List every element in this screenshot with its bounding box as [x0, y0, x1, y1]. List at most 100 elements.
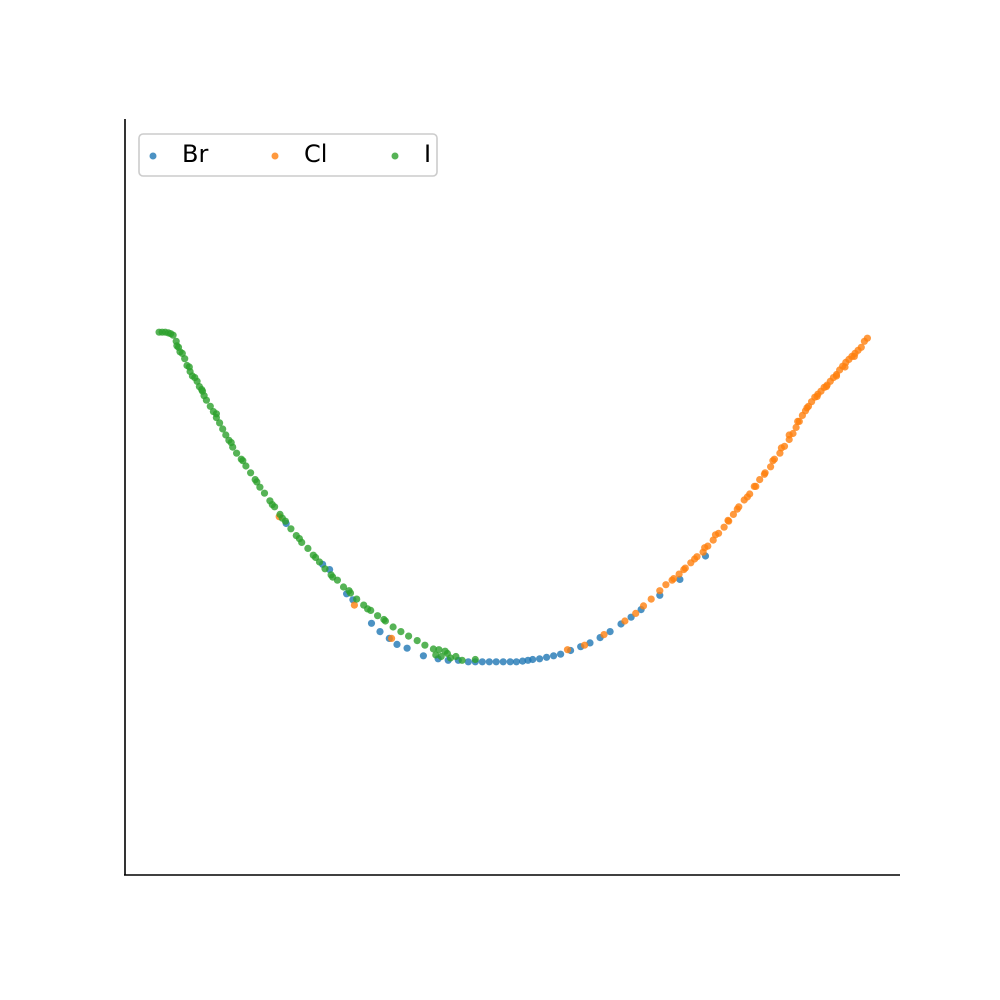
- point-i-42: [304, 544, 312, 553]
- point-i-73: [212, 410, 220, 418]
- point-i-68: [435, 646, 443, 654]
- legend-label-i: I: [424, 140, 431, 168]
- point-i-62: [437, 652, 445, 661]
- point-cl-3: [563, 646, 572, 654]
- point-br-28: [606, 628, 614, 636]
- point-i-34: [260, 489, 269, 497]
- point-i-64: [446, 654, 455, 662]
- point-i-19: [202, 396, 210, 404]
- point-cl-21: [720, 523, 728, 531]
- point-i-65: [452, 652, 460, 661]
- point-i-24: [219, 425, 227, 433]
- point-cl-73: [733, 505, 741, 513]
- point-i-55: [389, 623, 397, 631]
- point-i-84: [380, 615, 388, 624]
- point-br-4: [376, 628, 384, 636]
- point-i-45: [321, 565, 329, 573]
- point-i-83: [364, 605, 372, 613]
- point-cl-6: [621, 617, 629, 625]
- point-i-50: [353, 595, 361, 603]
- point-i-72: [198, 387, 207, 395]
- point-i-57: [405, 632, 413, 640]
- point-i-39: [287, 525, 295, 533]
- point-br-22: [550, 652, 558, 660]
- point-br-17: [519, 657, 527, 665]
- point-i-78: [278, 514, 286, 522]
- point-i-56: [397, 628, 405, 636]
- point-br-14: [492, 658, 500, 666]
- point-i-28: [233, 449, 241, 457]
- point-cl-30: [767, 463, 775, 471]
- point-cl-65: [803, 404, 811, 412]
- legend-label-cl: Cl: [304, 140, 327, 168]
- legend-frame: [138, 133, 438, 177]
- point-cl-5: [600, 631, 608, 639]
- point-br-20: [536, 655, 544, 663]
- point-i-82: [345, 587, 353, 595]
- point-i-30: [242, 462, 250, 470]
- point-cl-7: [632, 609, 640, 618]
- point-i-75: [239, 457, 247, 465]
- point-br-38: [403, 644, 411, 652]
- legend-marker-cl: [271, 152, 279, 160]
- legend: Br Cl I: [138, 133, 438, 177]
- point-i-77: [268, 501, 276, 509]
- point-cl-23: [729, 510, 738, 518]
- point-cl-13: [675, 570, 683, 578]
- point-i-31: [247, 469, 255, 477]
- point-br-10: [464, 658, 472, 666]
- point-cl-2: [388, 634, 396, 643]
- point-cl-64: [813, 392, 821, 401]
- point-i-58: [413, 637, 421, 645]
- point-br-39: [512, 658, 521, 666]
- point-br-12: [478, 658, 486, 666]
- point-cl-66: [794, 417, 802, 425]
- point-i-5: [169, 331, 177, 339]
- point-i-66: [458, 656, 466, 664]
- point-i-80: [312, 553, 320, 562]
- legend-marker-br: [149, 152, 157, 160]
- point-i-74: [227, 439, 235, 447]
- point-i-61: [432, 651, 440, 659]
- point-i-76: [253, 478, 261, 486]
- point-cl-10: [656, 587, 664, 595]
- point-br-19: [529, 655, 537, 664]
- point-br-33: [676, 575, 684, 584]
- point-cl-61: [841, 363, 849, 371]
- series-cl: [275, 334, 872, 654]
- point-br-21: [543, 653, 551, 661]
- point-cl-67: [785, 431, 793, 439]
- point-i-70: [173, 342, 181, 350]
- point-i-79: [295, 535, 303, 543]
- point-cl-4: [581, 641, 589, 649]
- point-cl-36: [792, 423, 800, 431]
- legend-marker-i: [391, 152, 399, 160]
- point-br-13: [485, 658, 493, 666]
- point-cl-74: [724, 516, 732, 525]
- point-cl-79: [668, 576, 676, 584]
- point-cl-72: [743, 493, 751, 501]
- point-i-81: [329, 573, 337, 581]
- point-cl-59: [863, 334, 872, 342]
- point-cl-28: [756, 476, 764, 484]
- points-layer: [155, 328, 872, 666]
- point-i-20: [206, 402, 214, 410]
- point-cl-11: [662, 581, 670, 589]
- point-cl-8: [639, 602, 648, 610]
- point-br-6: [419, 652, 427, 660]
- point-br-5: [393, 640, 401, 649]
- point-cl-68: [777, 444, 786, 452]
- point-cl-70: [760, 470, 769, 478]
- point-i-71: [185, 363, 193, 371]
- point-cl-76: [701, 544, 709, 552]
- point-br-26: [586, 639, 594, 647]
- point-br-3: [367, 619, 376, 627]
- point-i-33: [256, 483, 264, 491]
- series-i: [155, 328, 479, 664]
- point-i-59: [421, 641, 429, 649]
- point-cl-75: [711, 531, 720, 539]
- point-cl-60: [850, 352, 858, 360]
- point-cl-9: [647, 595, 655, 603]
- point-cl-57: [857, 343, 865, 351]
- point-i-25: [222, 431, 230, 439]
